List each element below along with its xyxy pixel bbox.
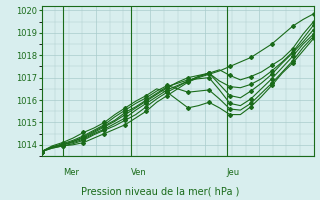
Text: Ven: Ven <box>132 168 147 177</box>
Text: Pression niveau de la mer( hPa ): Pression niveau de la mer( hPa ) <box>81 186 239 196</box>
Text: Jeu: Jeu <box>227 168 240 177</box>
Text: Mer: Mer <box>63 168 79 177</box>
